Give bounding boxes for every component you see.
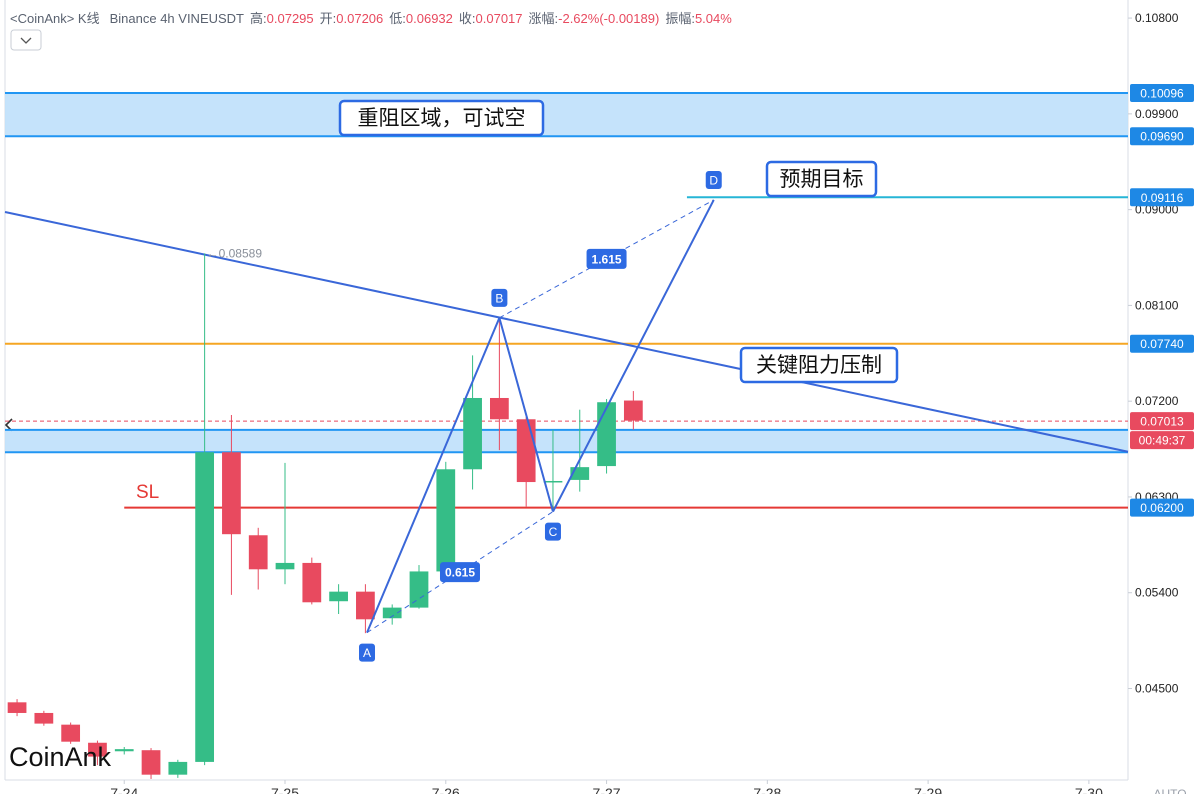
- pattern-point-badge: [544, 522, 561, 541]
- annotation-box: [739, 346, 899, 384]
- pattern-leg: [552, 199, 715, 513]
- candle-body: [436, 469, 456, 572]
- dropdown-icon: [20, 37, 32, 44]
- header-text: -2.62%(-0.00189): [558, 11, 659, 26]
- candle-body: [409, 571, 429, 608]
- annotation-text: 关键阻力压制: [756, 354, 882, 377]
- y-tick-label: 0.10800: [1135, 11, 1179, 25]
- ratio-badge: [586, 248, 627, 269]
- candle-body: [114, 749, 134, 752]
- header-text: 0.07206: [336, 11, 383, 26]
- y-tick-label: 0.04500: [1135, 681, 1179, 695]
- price-tag-label: 0.07740: [1140, 337, 1184, 351]
- candle-body: [463, 397, 482, 470]
- candle-body: [516, 419, 536, 483]
- price-tag-label: 0.06200: [1140, 501, 1184, 515]
- candle-body: [356, 591, 375, 620]
- header-text: 振幅:: [665, 11, 695, 26]
- y-tick-label: 0.07200: [1135, 394, 1179, 408]
- zone: [5, 429, 1128, 453]
- header-text: 开:: [320, 11, 337, 26]
- price-tag: [1130, 334, 1194, 353]
- header-text: 低:: [389, 11, 406, 26]
- axis-mode: AUTO: [1153, 787, 1186, 794]
- watermark: CoinAnk: [9, 742, 112, 772]
- candle-body: [88, 742, 107, 757]
- pattern-point-label: D: [709, 173, 718, 187]
- pattern-leg: [498, 317, 554, 512]
- header-text: 5.04%: [695, 11, 732, 26]
- header-text: 高:: [250, 11, 267, 26]
- candle-body: [543, 480, 563, 483]
- x-tick-label: 7-24: [110, 785, 138, 794]
- candle-body: [597, 402, 616, 467]
- x-tick-label: 7-25: [271, 785, 299, 794]
- x-tick-label: 7-30: [1075, 785, 1103, 794]
- price-tag: [1130, 412, 1194, 431]
- x-tick-label: 7-27: [593, 785, 621, 794]
- pattern-point-label: A: [363, 646, 371, 660]
- price-tag: [1130, 188, 1194, 207]
- candle-body: [382, 607, 402, 619]
- pattern-point-badge: [359, 643, 376, 662]
- price-tag-label: 0.07013: [1140, 415, 1184, 429]
- pattern-point-badge: [491, 288, 508, 307]
- price-tag-label: 0.09116: [1141, 191, 1184, 205]
- header: <CoinAnk> K线 Binance 4h VINEUSDT 高:0.07295…: [10, 11, 732, 26]
- high-label: ←0.08589: [207, 246, 263, 260]
- candle-body: [329, 591, 348, 602]
- ratio-label: 1.615: [592, 252, 622, 266]
- zone: [5, 93, 1128, 137]
- header-text: Binance 4h VINEUSDT: [110, 11, 244, 26]
- price-tag-label: 0.10096: [1140, 87, 1184, 101]
- dropdown-button[interactable]: [10, 29, 42, 51]
- candle-body: [61, 724, 81, 742]
- x-tick-label: 7-28: [753, 785, 781, 794]
- pattern-ratio-line: [499, 199, 714, 319]
- candle-body: [195, 452, 215, 762]
- candle-body: [489, 397, 509, 420]
- header-text: 0.07295: [267, 11, 314, 26]
- header-text: <CoinAnk> K线: [10, 11, 100, 26]
- y-tick-label: 0.09900: [1135, 107, 1179, 121]
- annotation-text: 重阻区域，可试空: [358, 107, 526, 130]
- y-tick-label: 0.05400: [1135, 586, 1179, 600]
- header-text: 0.07017: [476, 11, 523, 26]
- header-text: 0.06932: [406, 11, 453, 26]
- candle-body: [302, 562, 322, 603]
- sl-label: SL: [136, 482, 159, 503]
- header-text: 收:: [459, 11, 476, 26]
- annotation-box: [765, 160, 878, 198]
- pattern-point-label: C: [549, 525, 558, 539]
- ratio-badge: [439, 562, 480, 583]
- candle-body: [248, 535, 268, 570]
- pattern-leg: [366, 317, 501, 634]
- candle-body: [141, 750, 161, 775]
- price-tag: [1130, 498, 1194, 517]
- candle-body: [34, 712, 54, 724]
- header-text: 涨幅:: [529, 11, 559, 26]
- candle-body: [275, 562, 295, 570]
- ratio-label: 0.615: [445, 566, 475, 580]
- x-tick-label: 7-29: [914, 785, 942, 794]
- annotation-box: [338, 99, 545, 137]
- price-tag: [1130, 84, 1194, 103]
- trendline: [4, 210, 1129, 453]
- candle-body: [7, 702, 27, 713]
- x-tick-label: 7-26: [432, 785, 460, 794]
- pattern-point-badge: [705, 170, 722, 189]
- candle-body: [168, 761, 188, 775]
- y-tick-label: 0.08100: [1135, 298, 1179, 312]
- countdown-tag: [1130, 431, 1194, 450]
- price-tag-label: 0.09690: [1140, 130, 1184, 144]
- countdown: 00:49:37: [1139, 434, 1186, 448]
- pattern-point-label: B: [495, 291, 503, 305]
- price-tag: [1130, 127, 1194, 146]
- candle-body: [623, 400, 643, 421]
- annotation-text: 预期目标: [780, 168, 864, 191]
- candle-body: [222, 452, 241, 535]
